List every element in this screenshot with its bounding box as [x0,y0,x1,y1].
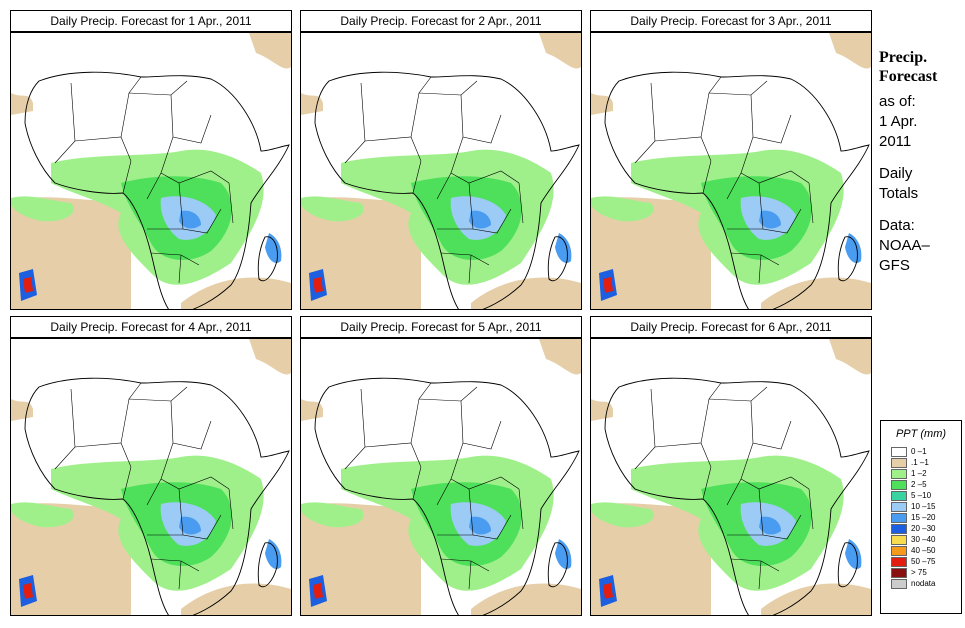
legend-label: 40 –50 [911,546,936,555]
legend-label: 0 –1 [911,447,927,456]
legend-item: 2 –5 [891,479,961,490]
legend-title: PPT (mm) [895,428,947,440]
legend-label: 10 –15 [911,502,936,511]
forecast-panel-3: Daily Precip. Forecast for 3 Apr., 2011 [590,10,872,310]
legend-label: 2 –5 [911,480,927,489]
legend-item: 10 –15 [891,501,961,512]
legend-swatch [891,446,907,457]
panel-title: Daily Precip. Forecast for 4 Apr., 2011 [10,316,292,338]
legend-item: 50 –75 [891,556,961,567]
precip-map [590,32,872,310]
legend-swatch [891,578,907,589]
sidebar-title-line2: Forecast [879,68,938,85]
precip-map [300,338,582,616]
legend-item: .1 –1 [891,457,961,468]
data-source-2: GFS [879,257,910,274]
asof-date: 1 Apr. [879,113,918,130]
legend-label: nodata [911,579,936,588]
forecast-panel-1: Daily Precip. Forecast for 1 Apr., 2011 [10,10,292,310]
legend-swatch [891,512,907,523]
precip-map [590,338,872,616]
precip-map [10,32,292,310]
legend-swatch [891,556,907,567]
legend-swatch [891,501,907,512]
panel-title: Daily Precip. Forecast for 2 Apr., 2011 [300,10,582,32]
sidebar-info: Precip. Forecast as of: 1 Apr. 2011 Dail… [879,48,963,276]
legend-swatch [891,490,907,501]
forecast-panel-5: Daily Precip. Forecast for 5 Apr., 2011 [300,316,582,616]
legend-swatch [891,479,907,490]
sidebar-title-line1: Precip. [879,49,928,66]
forecast-panel-4: Daily Precip. Forecast for 4 Apr., 2011 [10,316,292,616]
legend-item: 5 –10 [891,490,961,501]
legend-swatch [891,545,907,556]
legend-item: > 75 [891,567,961,578]
data-label: Data: [879,217,915,234]
legend-item: 20 –30 [891,523,961,534]
precip-map [300,32,582,310]
legend-item: 1 –2 [891,468,961,479]
panel-title: Daily Precip. Forecast for 5 Apr., 2011 [300,316,582,338]
legend: PPT (mm) 0 –1 .1 –1 1 –2 2 –5 5 –10 10 –15 15 … [880,420,962,614]
legend-label: 50 –75 [911,557,936,566]
legend-label: 20 –30 [911,524,936,533]
daily-label: Daily [879,165,913,182]
legend-swatch [891,523,907,534]
legend-swatch [891,468,907,479]
legend-item: 30 –40 [891,534,961,545]
panel-title: Daily Precip. Forecast for 1 Apr., 2011 [10,10,292,32]
legend-label: .1 –1 [911,458,929,467]
legend-item: nodata [891,578,961,589]
asof-year: 2011 [879,133,912,150]
legend-swatch [891,567,907,578]
forecast-panel-6: Daily Precip. Forecast for 6 Apr., 2011 [590,316,872,616]
legend-label: 30 –40 [911,535,936,544]
data-source-1: NOAA– [879,237,930,254]
legend-item: 0 –1 [891,446,961,457]
legend-swatch [891,534,907,545]
panel-title: Daily Precip. Forecast for 6 Apr., 2011 [590,316,872,338]
asof-label: as of: [879,93,916,110]
panel-title: Daily Precip. Forecast for 3 Apr., 2011 [590,10,872,32]
forecast-panel-2: Daily Precip. Forecast for 2 Apr., 2011 [300,10,582,310]
precip-map [10,338,292,616]
legend-label: 15 –20 [911,513,936,522]
legend-swatch [891,457,907,468]
legend-item: 15 –20 [891,512,961,523]
legend-item: 40 –50 [891,545,961,556]
legend-label: 5 –10 [911,491,932,500]
legend-label: 1 –2 [911,469,927,478]
totals-label: Totals [879,185,919,202]
legend-label: > 75 [911,568,927,577]
